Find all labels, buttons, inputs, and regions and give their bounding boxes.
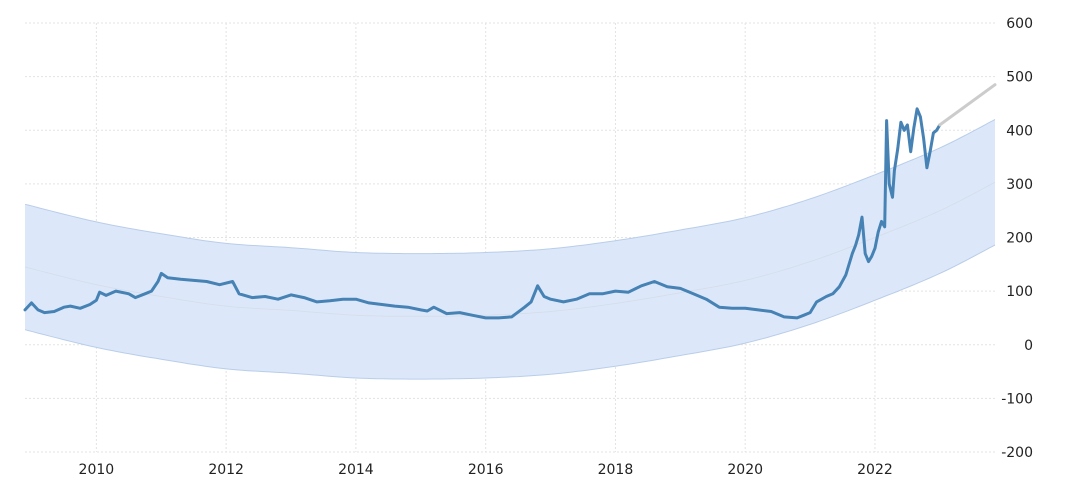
x-tick-label: 2014 xyxy=(338,462,374,478)
y-axis: 600 500 400 300 200 100 0 -100 -200 xyxy=(1001,16,1033,461)
x-tick-label: 2022 xyxy=(857,462,893,478)
y-tick-label: 600 xyxy=(1006,16,1033,32)
trend-band-lower xyxy=(24,244,996,380)
x-tick-label: 2012 xyxy=(208,462,244,478)
y-tick-label: 500 xyxy=(1006,70,1033,86)
y-tick-label: 0 xyxy=(1024,338,1033,354)
x-tick-label: 2010 xyxy=(79,462,115,478)
y-tick-label: 300 xyxy=(1006,177,1033,193)
series-lines xyxy=(23,83,997,320)
y-tick-label: 400 xyxy=(1006,123,1033,139)
x-tick-label: 2018 xyxy=(598,462,634,478)
trend-band-upper xyxy=(24,119,996,255)
x-axis: 2010 2012 2014 2016 2018 2020 2022 xyxy=(79,462,893,478)
trend-band-area xyxy=(25,119,995,380)
x-tick-label: 2020 xyxy=(727,462,763,478)
x-tick-label: 2016 xyxy=(468,462,504,478)
price-line xyxy=(23,107,942,320)
y-tick-label: 200 xyxy=(1006,231,1033,247)
trend-channel xyxy=(24,119,996,380)
y-tick-label: 100 xyxy=(1006,284,1033,300)
forecast-line xyxy=(938,83,997,127)
y-tick-label: -200 xyxy=(1001,445,1033,461)
y-tick-label: -100 xyxy=(1001,391,1033,407)
